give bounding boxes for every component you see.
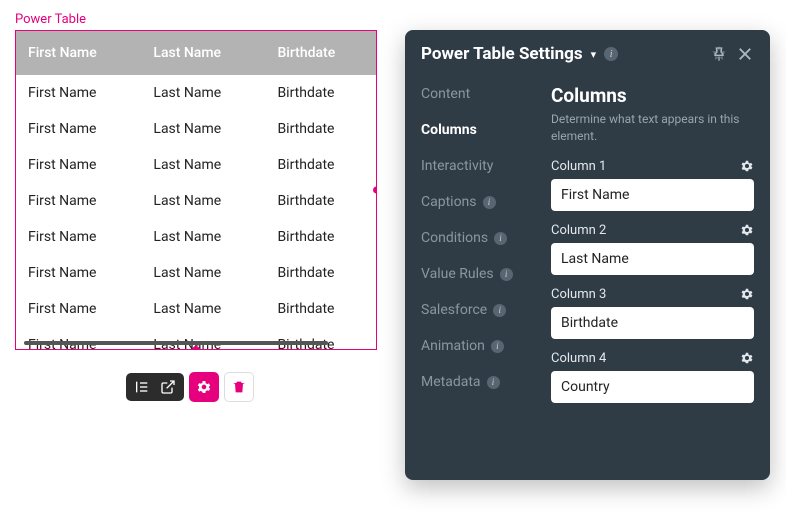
- table-cell: First Name: [16, 183, 141, 219]
- field-label-row: Column 3: [551, 287, 754, 302]
- field-label-row: Column 2: [551, 223, 754, 238]
- table-cell: Last Name: [141, 75, 265, 111]
- field-label-row: Column 4: [551, 351, 754, 366]
- delete-button[interactable]: [224, 372, 254, 402]
- nav-salesforce[interactable]: Salesforcei: [421, 302, 543, 318]
- table-cell: Birthdate: [265, 327, 376, 350]
- table-cell: First Name: [16, 75, 141, 111]
- table-cell: First Name: [16, 147, 141, 183]
- resize-handle-right[interactable]: [373, 187, 377, 194]
- settings-panel: Power Table Settings ▾ i Content Columns…: [405, 30, 770, 480]
- gear-icon[interactable]: [740, 287, 754, 301]
- info-icon: i: [483, 196, 496, 209]
- align-left-icon[interactable]: [134, 379, 150, 395]
- table-cell: Birthdate: [265, 75, 376, 111]
- table-row[interactable]: First NameLast NameBirthdate: [16, 219, 376, 255]
- gear-icon[interactable]: [740, 159, 754, 173]
- open-external-icon[interactable]: [160, 379, 176, 395]
- panel-title: Power Table Settings: [421, 44, 583, 64]
- field-label: Column 3: [551, 287, 606, 302]
- table-row[interactable]: First NameLast NameBirthdate: [16, 183, 376, 219]
- column-header[interactable]: Last Name: [141, 31, 265, 75]
- chevron-down-icon[interactable]: ▾: [591, 48, 597, 61]
- table-cell: Last Name: [141, 255, 265, 291]
- gear-icon[interactable]: [740, 223, 754, 237]
- table-cell: First Name: [16, 255, 141, 291]
- info-icon: i: [493, 304, 506, 317]
- table-cell: Birthdate: [265, 255, 376, 291]
- table-cell: Last Name: [141, 183, 265, 219]
- table-cell: First Name: [16, 291, 141, 327]
- table-row[interactable]: First NameLast NameBirthdate: [16, 291, 376, 327]
- settings-nav: Content Columns Interactivity Captionsi …: [405, 76, 543, 480]
- info-icon: i: [487, 376, 500, 389]
- column-name-input[interactable]: [551, 307, 754, 339]
- table-row[interactable]: First NameLast NameBirthdate: [16, 147, 376, 183]
- section-title: Columns: [551, 84, 754, 107]
- table-row[interactable]: First NameLast NameBirthdate: [16, 255, 376, 291]
- table-cell: Last Name: [141, 291, 265, 327]
- nav-columns[interactable]: Columns: [421, 122, 543, 138]
- element-toolbar: [126, 372, 254, 402]
- table-cell: Birthdate: [265, 147, 376, 183]
- component-label: Power Table: [15, 12, 86, 27]
- info-icon: i: [491, 340, 504, 353]
- column-name-input[interactable]: [551, 371, 754, 403]
- settings-button[interactable]: [189, 372, 219, 402]
- table-cell: Birthdate: [265, 183, 376, 219]
- column-name-input[interactable]: [551, 243, 754, 275]
- table-row[interactable]: First NameLast NameBirthdate: [16, 75, 376, 111]
- table-cell: Last Name: [141, 327, 265, 350]
- column-header[interactable]: Birthdate: [265, 31, 376, 75]
- nav-metadata[interactable]: Metadatai: [421, 374, 543, 390]
- field-label: Column 4: [551, 351, 606, 366]
- table-cell: First Name: [16, 327, 141, 350]
- table-cell: Last Name: [141, 147, 265, 183]
- table-cell: Last Name: [141, 111, 265, 147]
- table-row[interactable]: First NameLast NameBirthdate: [16, 111, 376, 147]
- nav-value-rules[interactable]: Value Rulesi: [421, 266, 543, 282]
- nav-content[interactable]: Content: [421, 86, 543, 102]
- info-icon: i: [500, 268, 513, 281]
- gear-icon[interactable]: [740, 351, 754, 365]
- field-label: Column 1: [551, 159, 606, 174]
- table-cell: First Name: [16, 111, 141, 147]
- info-icon[interactable]: i: [604, 47, 618, 61]
- nav-captions[interactable]: Captionsi: [421, 194, 543, 210]
- field-label: Column 2: [551, 223, 606, 238]
- info-icon: i: [494, 232, 507, 245]
- table-cell: First Name: [16, 219, 141, 255]
- field-label-row: Column 1: [551, 159, 754, 174]
- nav-animation[interactable]: Animationi: [421, 338, 543, 354]
- table-cell: Birthdate: [265, 291, 376, 327]
- nav-conditions[interactable]: Conditionsi: [421, 230, 543, 246]
- table-cell: Last Name: [141, 219, 265, 255]
- column-fields: Column 1 Column 2 Column 3 Column 4: [551, 159, 754, 415]
- table-cell: Birthdate: [265, 219, 376, 255]
- data-table: First Name Last Name Birthdate First Nam…: [16, 31, 376, 350]
- table-cell: Birthdate: [265, 111, 376, 147]
- nav-interactivity[interactable]: Interactivity: [421, 158, 543, 174]
- panel-header: Power Table Settings ▾ i: [405, 30, 770, 76]
- horizontal-scrollbar[interactable]: [24, 341, 328, 345]
- section-subtitle: Determine what text appears in this elem…: [551, 111, 754, 145]
- table-body: First NameLast NameBirthdateFirst NameLa…: [16, 75, 376, 350]
- power-table[interactable]: First Name Last Name Birthdate First Nam…: [15, 30, 377, 350]
- column-name-input[interactable]: [551, 179, 754, 211]
- column-header[interactable]: First Name: [16, 31, 141, 75]
- pin-icon[interactable]: [710, 45, 728, 63]
- settings-content: Columns Determine what text appears in t…: [543, 76, 770, 480]
- close-icon[interactable]: [736, 45, 754, 63]
- toolbar-group: [126, 373, 184, 401]
